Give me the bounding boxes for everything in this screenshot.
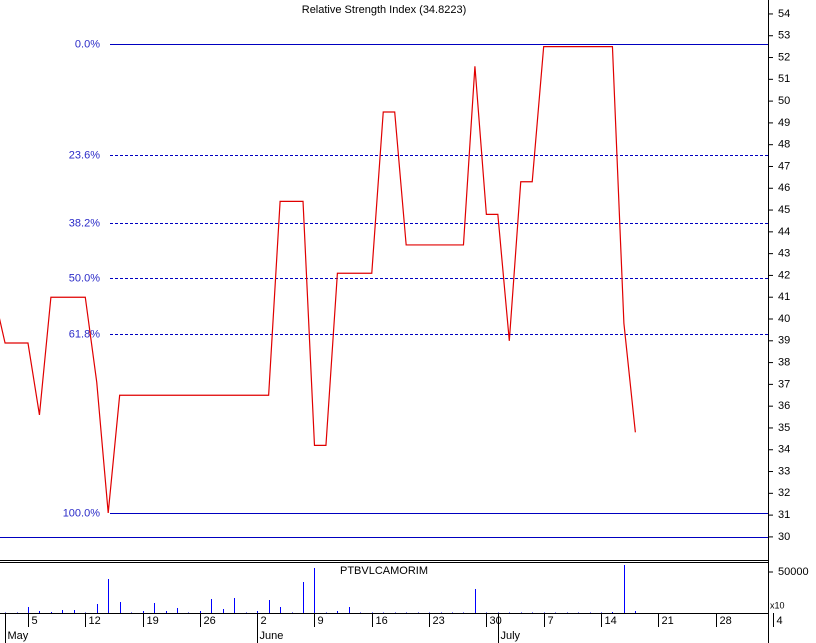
- month-label: June: [260, 630, 284, 642]
- fib-level-label: 38.2%: [69, 217, 100, 229]
- y-tick-label: 54: [778, 8, 790, 20]
- y-tick-label: 53: [778, 30, 790, 42]
- x-tick-label: 21: [662, 615, 674, 627]
- y-tick-label: 32: [778, 487, 790, 499]
- y-tick-label: 45: [778, 204, 790, 216]
- volume-title: PTBVLCAMORIM: [340, 565, 428, 577]
- y-tick-label: 41: [778, 291, 790, 303]
- y-tick-label: 51: [778, 73, 790, 85]
- y-tick-label: 43: [778, 248, 790, 260]
- y-tick-label: 49: [778, 117, 790, 129]
- x-tick-label: 16: [376, 615, 388, 627]
- month-label: May: [8, 630, 29, 642]
- y-tick-label: 31: [778, 509, 790, 521]
- y-tick-label: 46: [778, 182, 790, 194]
- y-tick-label: 39: [778, 335, 790, 347]
- fib-level-label: 50.0%: [69, 272, 100, 284]
- y-tick-label: 40: [778, 313, 790, 325]
- y-tick-label: 30: [778, 531, 790, 543]
- x-tick-label: 2: [261, 615, 267, 627]
- x-tick-label: 14: [605, 615, 617, 627]
- y-tick-label: 36: [778, 400, 790, 412]
- chart-title: Relative Strength Index (34.8223): [302, 4, 467, 16]
- x-tick-label: 23: [433, 615, 445, 627]
- volume-scale-label: x10: [770, 600, 785, 610]
- month-label: July: [501, 630, 521, 642]
- x-tick-label: 12: [89, 615, 101, 627]
- x-tick-label: 7: [548, 615, 554, 627]
- x-tick-label: 30: [490, 615, 502, 627]
- x-tick-label: 19: [147, 615, 159, 627]
- y-tick-label: 44: [778, 226, 790, 238]
- y-tick-label: 38: [778, 356, 790, 368]
- y-tick-label: 37: [778, 378, 790, 390]
- y-tick-label: 34: [778, 444, 790, 456]
- x-tick-label: 26: [204, 615, 216, 627]
- y-tick-label: 35: [778, 422, 790, 434]
- x-tick-label: 5: [32, 615, 38, 627]
- y-tick-label: 50: [778, 95, 790, 107]
- rsi-line: [0, 46, 636, 513]
- x-tick-label: 4: [777, 615, 783, 627]
- volume-y-tick-label: 50000: [778, 566, 809, 578]
- y-tick-label: 33: [778, 465, 790, 477]
- fib-level-label: 23.6%: [69, 149, 100, 161]
- y-tick-label: 48: [778, 139, 790, 151]
- fib-level-label: 61.8%: [69, 328, 100, 340]
- fib-level-label: 0.0%: [75, 38, 100, 50]
- y-tick-label: 42: [778, 269, 790, 281]
- x-tick-label: 9: [318, 615, 324, 627]
- y-tick-label: 52: [778, 51, 790, 63]
- y-tick-label: 47: [778, 160, 790, 172]
- fib-level-label: 100.0%: [63, 507, 101, 519]
- x-tick-label: 28: [720, 615, 732, 627]
